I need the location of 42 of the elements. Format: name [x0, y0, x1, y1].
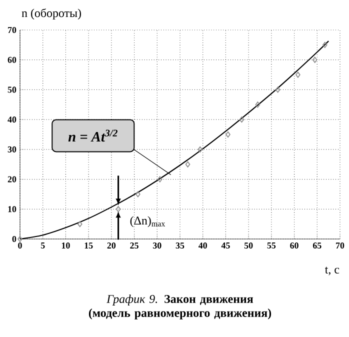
x-tick-label: 65 [312, 242, 322, 249]
point [296, 72, 300, 78]
x-tick-label: 15 [84, 242, 93, 249]
y-tick-label: 20 [8, 176, 16, 182]
x-tick-label: 25 [130, 242, 138, 249]
text: График 9. Закон движения (модель равномерного движения) [88, 294, 272, 320]
x-tick-label: 0 [18, 242, 22, 249]
point [185, 161, 190, 168]
point [312, 56, 318, 63]
x-tick-label: 45 [221, 242, 230, 249]
point [275, 86, 280, 93]
point [226, 131, 230, 138]
x-axis-title: t, с [324, 266, 340, 276]
y-tick-label: 60 [8, 56, 16, 63]
point [116, 206, 121, 212]
annotation: n = At$^{3/2}$ [68, 130, 118, 142]
point [239, 116, 244, 123]
point [157, 176, 162, 182]
x-tick-label: 40 [198, 242, 207, 249]
y-tick-label: 40 [8, 116, 16, 123]
x-tick-label: 55 [267, 242, 276, 248]
x-tick-label: 20 [107, 242, 116, 249]
y-tick-label: 0 [12, 236, 16, 242]
point [255, 102, 260, 108]
x-tick-label: 70 [336, 242, 344, 249]
y-axis-title: n (обороты) [22, 8, 82, 20]
point [18, 236, 22, 242]
annotation: (Δn)$_{max}$ [130, 216, 166, 228]
y-tick-label: 10 [8, 206, 16, 212]
x-tick-label: 50 [244, 242, 253, 249]
y-tick-label: 50 [8, 86, 16, 93]
x-tick-label: 5 [40, 242, 45, 248]
point [322, 42, 328, 48]
y-tick-label: 30 [8, 146, 16, 152]
point [198, 146, 203, 152]
x-tick-label: 60 [290, 242, 298, 249]
y-tick-label: 70 [8, 26, 16, 34]
x-tick-label: 10 [62, 242, 70, 249]
point [77, 221, 82, 228]
point [136, 191, 140, 198]
x-tick-label: 30 [153, 242, 162, 249]
x-tick-label: 35 [176, 242, 184, 249]
